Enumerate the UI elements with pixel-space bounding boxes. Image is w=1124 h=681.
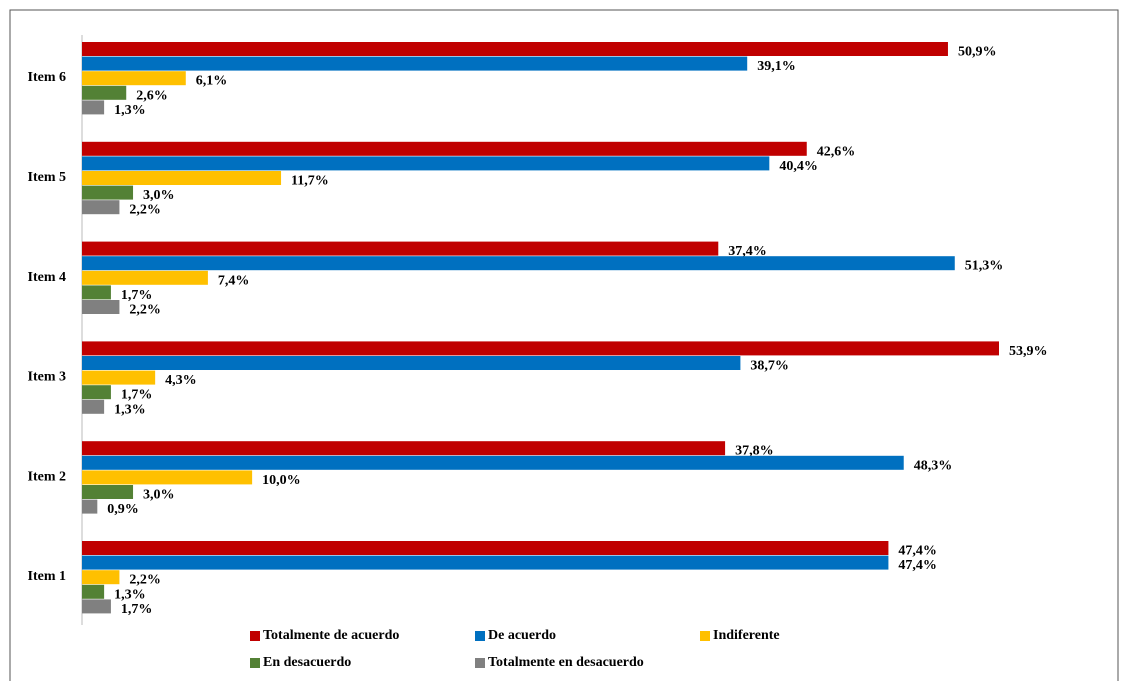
y-tick-label: Item 2 (28, 469, 67, 484)
value-label: 4,3% (165, 373, 197, 388)
value-label: 37,4% (728, 244, 767, 259)
bar (82, 341, 999, 356)
value-label: 48,3% (914, 458, 953, 473)
bar (82, 241, 719, 256)
value-label: 50,9% (958, 45, 997, 60)
legend-label: Totalmente de acuerdo (263, 628, 399, 643)
value-label: 1,3% (114, 103, 146, 118)
value-label: 1,3% (114, 587, 146, 602)
y-tick-label: Item 3 (28, 370, 67, 385)
value-label: 40,4% (779, 159, 818, 174)
bar (82, 584, 105, 599)
value-label: 1,7% (121, 602, 153, 617)
y-tick-label: Item 1 (28, 569, 67, 584)
value-label: 7,4% (218, 273, 250, 288)
value-label: 2,6% (136, 88, 168, 103)
legend-label: Indiferente (713, 628, 780, 643)
legend-swatch (700, 631, 710, 641)
bar (82, 171, 282, 185)
value-label: 0,9% (107, 502, 139, 517)
bar (82, 56, 748, 71)
legend-label: De acuerdo (488, 628, 556, 643)
bar (82, 455, 904, 470)
y-tick-label: Item 5 (28, 170, 67, 185)
bar (82, 370, 156, 385)
value-label: 47,4% (898, 544, 937, 559)
bar (82, 555, 889, 570)
value-label: 53,9% (1009, 344, 1048, 359)
legend-label: En desacuerdo (263, 655, 351, 670)
value-label: 1,7% (121, 388, 153, 403)
legend-label: Totalmente en desacuerdo (488, 655, 644, 670)
value-label: 47,4% (898, 558, 937, 573)
bar (82, 470, 253, 485)
value-label: 42,6% (817, 144, 856, 159)
bar (82, 71, 186, 86)
value-label: 11,7% (291, 174, 329, 189)
bar (82, 570, 120, 585)
value-label: 10,0% (262, 473, 301, 488)
y-tick-label: Item 6 (28, 70, 67, 85)
legend-swatch (250, 658, 260, 668)
bar (82, 141, 807, 156)
bar (82, 185, 134, 200)
value-label: 1,7% (121, 288, 153, 303)
bar (82, 385, 111, 400)
value-label: 39,1% (757, 59, 796, 74)
value-label: 37,8% (735, 444, 774, 459)
bar (82, 156, 770, 171)
bar (82, 42, 948, 56)
legend-swatch (250, 631, 260, 641)
y-tick-label: Item 4 (28, 270, 67, 285)
bar (82, 200, 120, 215)
legend-swatch (475, 658, 485, 668)
value-label: 2,2% (129, 203, 161, 218)
bar (82, 285, 111, 300)
value-label: 38,7% (750, 359, 789, 374)
legend-swatch (475, 631, 485, 641)
bar (82, 441, 726, 456)
bar (82, 270, 208, 285)
bar (82, 256, 955, 271)
value-label: 6,1% (196, 74, 228, 89)
bar (82, 499, 98, 514)
bar (82, 85, 127, 100)
bar (82, 100, 105, 115)
value-label: 51,3% (965, 259, 1004, 274)
value-label: 1,3% (114, 402, 146, 417)
value-label: 2,2% (129, 573, 161, 588)
value-label: 3,0% (143, 488, 175, 503)
bar (82, 300, 120, 314)
bar (82, 599, 111, 614)
value-label: 2,2% (129, 303, 161, 318)
bar (82, 485, 134, 499)
bar (82, 399, 105, 414)
value-label: 3,0% (143, 188, 175, 203)
bar (82, 541, 889, 555)
bar (82, 356, 741, 370)
